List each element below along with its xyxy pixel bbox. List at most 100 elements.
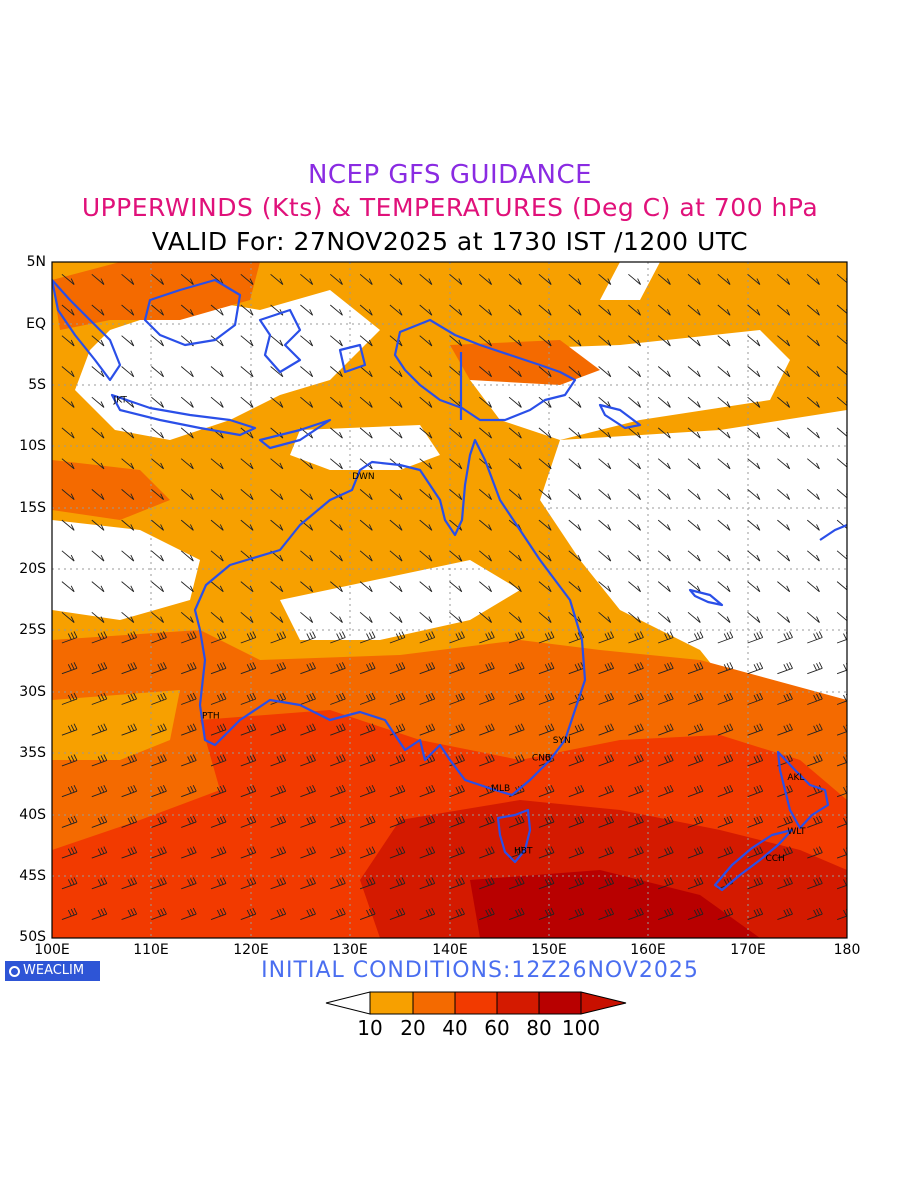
- wind-barb: [151, 458, 165, 470]
- wind-barb: [598, 335, 612, 347]
- wind-barb: [330, 335, 343, 347]
- wind-barb: [807, 519, 820, 531]
- wind-barb: [777, 366, 791, 378]
- wind-barb: [61, 662, 78, 675]
- wind-barb: [747, 815, 764, 828]
- wind-barb: [359, 692, 376, 705]
- wind-barb: [181, 631, 197, 644]
- wind-barb: [240, 611, 254, 623]
- wind-barb: [61, 489, 75, 501]
- wind-barb: [151, 815, 167, 828]
- wind-barb: [121, 692, 138, 705]
- wind-barb: [419, 581, 433, 593]
- wind-barb: [91, 489, 105, 501]
- wind-barb: [479, 581, 493, 593]
- wind-barb: [538, 489, 552, 501]
- wind-barb: [210, 754, 227, 767]
- wind-barb: [717, 815, 734, 828]
- wind-barb: [419, 489, 433, 501]
- wind-barb: [151, 692, 167, 705]
- wind-barb: [359, 754, 376, 767]
- wind-barb: [389, 273, 403, 285]
- wind-barb: [121, 458, 135, 470]
- wind-barb: [61, 611, 75, 623]
- wind-barb: [270, 631, 287, 644]
- wind-barb: [628, 304, 642, 316]
- wind-barb: [389, 396, 403, 408]
- wind-barb: [658, 907, 674, 921]
- wind-barb: [598, 877, 615, 890]
- wind-barb: [628, 273, 642, 285]
- wind-barb: [151, 335, 165, 347]
- wind-barb: [61, 458, 75, 470]
- wind-barb: [359, 907, 376, 921]
- wind-barb: [210, 519, 224, 531]
- wind-barb: [151, 550, 165, 562]
- wind-barb: [628, 366, 642, 378]
- wind-barb: [449, 846, 465, 859]
- wind-barb: [747, 581, 761, 593]
- wind-barb: [598, 846, 615, 859]
- wind-barb: [121, 815, 138, 828]
- wind-barb: [538, 846, 555, 859]
- wind-barb: [479, 692, 495, 705]
- wind-barb: [300, 692, 316, 705]
- wind-barb: [359, 581, 373, 593]
- lat-label-5s: 5S: [28, 377, 46, 393]
- wind-barb: [807, 631, 823, 644]
- wind-barb: [807, 611, 820, 623]
- wind-barb: [687, 335, 701, 347]
- wind-barb: [479, 754, 495, 767]
- wind-barb: [598, 784, 615, 798]
- wind-barb: [568, 458, 582, 470]
- wind-barb: [181, 907, 197, 921]
- wind-barb: [300, 723, 316, 736]
- wind-barb: [628, 519, 642, 531]
- wind-barb: [747, 692, 764, 705]
- wind-barb: [121, 754, 138, 767]
- wind-barb: [210, 304, 224, 316]
- wind-barb: [419, 662, 436, 675]
- wind-barb: [121, 631, 138, 644]
- wind-barb: [508, 815, 525, 828]
- wind-barb: [91, 815, 108, 828]
- wind-barb: [330, 581, 343, 593]
- wind-barb: [479, 273, 493, 285]
- wind-barb: [807, 581, 820, 593]
- wind-barb: [479, 550, 493, 562]
- wind-barb: [330, 427, 343, 439]
- wind-barb: [807, 396, 820, 408]
- wind-barb: [538, 366, 552, 378]
- wind-barb: [389, 489, 403, 501]
- wind-barb: [628, 396, 642, 408]
- wind-barb: [121, 273, 135, 285]
- title-line-3: VALID For: 27NOV2025 at 1730 IST /1200 U…: [151, 227, 749, 256]
- wind-barb: [658, 815, 674, 828]
- wind-barb: [121, 611, 135, 623]
- wind-barb: [598, 815, 615, 828]
- wind-barb: [657, 581, 671, 593]
- wind-barb: [538, 692, 555, 705]
- wind-barb: [181, 784, 197, 798]
- wind-barb: [210, 489, 224, 501]
- wind-barb: [240, 273, 254, 285]
- wind-barb: [508, 489, 522, 501]
- wind-barb: [628, 662, 644, 675]
- wind-barb: [121, 304, 135, 316]
- wind-barb: [240, 877, 257, 890]
- coastlines: [52, 278, 847, 892]
- wind-barb: [240, 335, 254, 347]
- wind-barb: [777, 754, 793, 767]
- wind-barb: [419, 815, 436, 828]
- wind-barb: [151, 581, 165, 593]
- wind-barb: [300, 396, 314, 408]
- wind-barb: [479, 877, 495, 890]
- wind-barb: [91, 723, 108, 736]
- wind-barb: [359, 335, 373, 347]
- wind-barb: [538, 458, 552, 470]
- wind-barb: [419, 723, 436, 736]
- wind-barb: [330, 815, 346, 828]
- station-label-cnb: CNB: [532, 753, 551, 763]
- wind-barb: [359, 396, 373, 408]
